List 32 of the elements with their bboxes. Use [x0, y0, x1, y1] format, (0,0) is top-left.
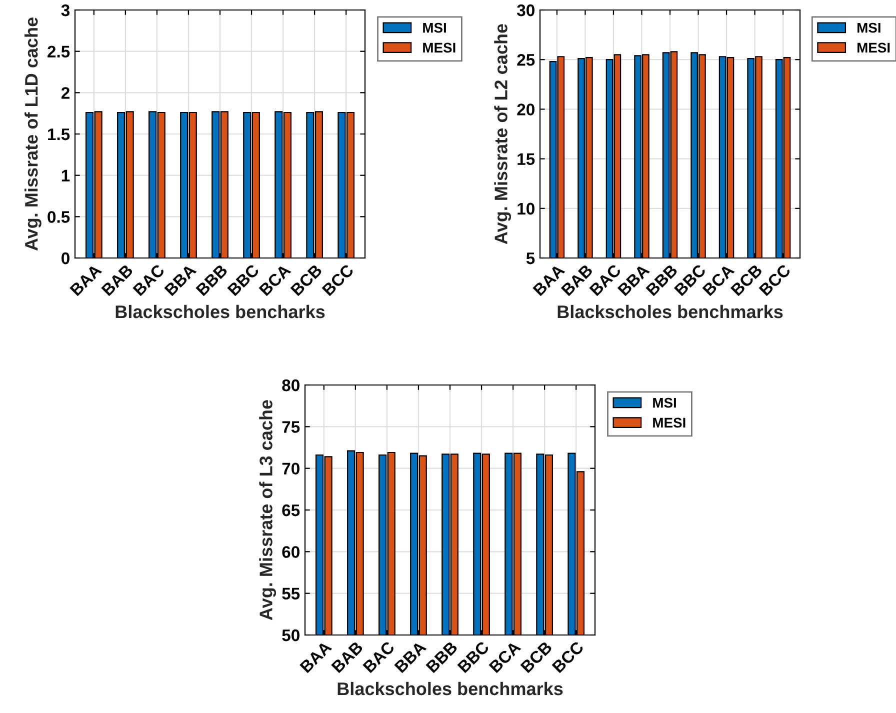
legend-label: MESI	[423, 42, 456, 53]
x-axis-title: Blackscholes benchmarks	[338, 682, 563, 696]
y-tick-label: 0	[62, 252, 70, 264]
y-tick-label: 30	[516, 4, 534, 16]
y-tick-label: 15	[518, 153, 535, 166]
y-axis-title: Avg. Missrate of L2 cache	[494, 24, 512, 244]
legend-label: MESI	[653, 418, 686, 428]
x-axis-title: Blackscholes benchmarks	[558, 304, 783, 318]
y-tick-label: 2.5	[48, 46, 70, 58]
y-tick-label: 60	[282, 546, 300, 558]
y-tick-label: 3	[61, 4, 70, 16]
y-tick-label: 1	[62, 170, 70, 182]
y-tick-label: 50	[282, 629, 300, 642]
y-tick-label: 5	[526, 252, 535, 264]
legend-label: MSI	[653, 398, 676, 408]
x-axis-title: Blackscholes bencharks	[116, 304, 325, 318]
y-tick-label: 1.5	[48, 128, 70, 140]
legend-label: MSI	[423, 22, 446, 33]
y-tick-label: 0.5	[48, 211, 70, 223]
y-tick-label: 75	[282, 421, 300, 433]
y-tick-label: 2	[61, 87, 70, 99]
y-tick-label: 65	[282, 504, 300, 516]
legend-label: MSI	[858, 22, 880, 33]
y-tick-label: 80	[282, 379, 300, 392]
y-tick-label: 70	[282, 462, 300, 475]
y-tick-label: 55	[282, 588, 300, 600]
y-tick-label: 25	[517, 54, 535, 66]
legend-label: MESI	[858, 42, 890, 53]
y-tick-label: 10	[518, 202, 534, 215]
y-axis-title: Avg. Missrate of L3 cache	[259, 400, 276, 620]
y-axis-title: Avg. Missrate of L1D cache	[24, 18, 42, 251]
y-tick-label: 20	[517, 104, 534, 116]
